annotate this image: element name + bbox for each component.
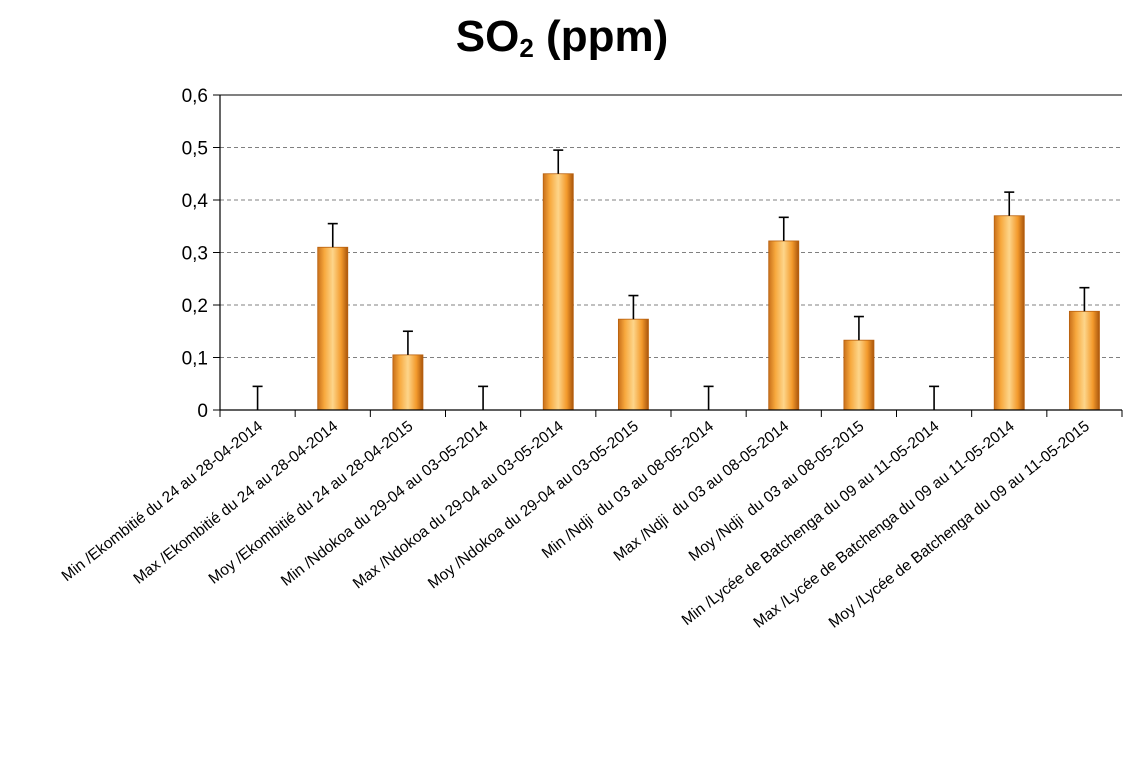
x-category-label: Moy /Lycée de Batchenga du 09 au 11-05-2… (826, 418, 1093, 632)
gridlines (220, 147, 1122, 358)
bar (843, 339, 875, 411)
y-tick-label: 0,4 (182, 191, 209, 212)
x-category-label: Max /Lycée de Batchenga du 09 au 11-05-2… (751, 418, 1018, 632)
y-tick-label: 0,5 (182, 139, 208, 160)
y-tick-label: 0 (197, 401, 208, 422)
bar (542, 173, 574, 411)
bars (252, 149, 1100, 411)
chart-title: SO2 (ppm) (0, 12, 1124, 64)
axes (213, 94, 1123, 417)
y-tick-label: 0,1 (182, 349, 208, 370)
chart-title-subscript: 2 (519, 33, 534, 63)
bar (1068, 310, 1100, 411)
chart-title-main: SO (455, 12, 520, 61)
chart-title-units: (ppm) (533, 12, 669, 61)
y-tick-label: 0,2 (182, 296, 208, 317)
bar (768, 240, 800, 411)
bar (617, 318, 649, 411)
bar (392, 354, 424, 411)
x-category-label: Min /Lycée de Batchenga du 09 au 11-05-2… (679, 418, 943, 630)
bar (993, 215, 1025, 411)
y-tick-label: 0,3 (182, 244, 208, 265)
y-tick-label: 0,6 (182, 86, 208, 107)
bar (317, 246, 349, 411)
